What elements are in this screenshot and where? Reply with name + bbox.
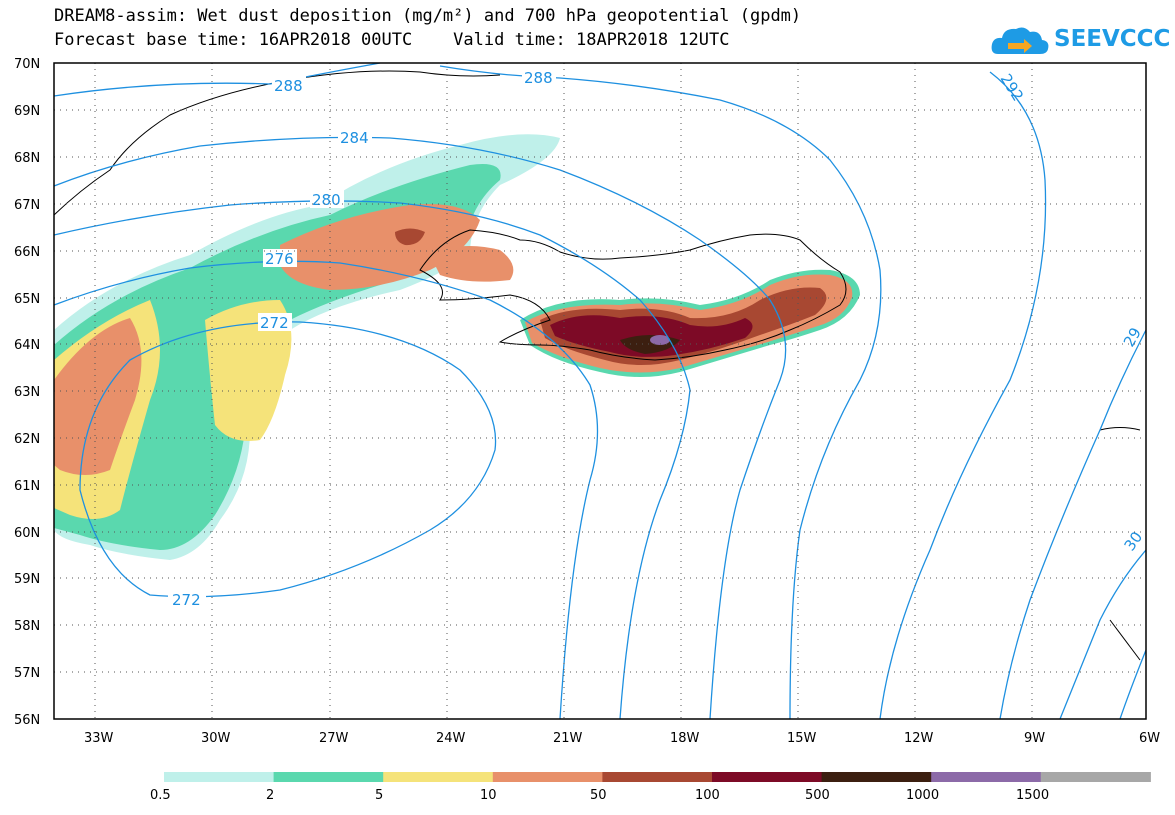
- lat-label: 67N: [14, 198, 40, 213]
- map-title-line-1: DREAM8-assim: Wet dust deposition (mg/m²…: [54, 6, 802, 26]
- colorbar-tick: 2: [266, 788, 275, 803]
- colorbar-tick: 0.5: [150, 788, 171, 803]
- contour-label: 272: [172, 591, 201, 609]
- lat-label: 70N: [14, 57, 40, 72]
- colorbar-swatch: [164, 772, 275, 782]
- lat-label: 65N: [14, 292, 40, 307]
- map-title-line-2: Forecast base time: 16APR2018 00UTC Vali…: [54, 30, 730, 50]
- lat-label: 69N: [14, 104, 40, 119]
- lon-label: 15W: [787, 731, 817, 746]
- colorbar-swatch: [821, 772, 932, 782]
- colorbar-swatch: [273, 772, 384, 782]
- lon-label: 12W: [904, 731, 934, 746]
- lat-label: 58N: [14, 619, 40, 634]
- colorbar: [164, 772, 1151, 782]
- colorbar-swatch: [492, 772, 603, 782]
- lat-label: 66N: [14, 245, 40, 260]
- lat-label: 57N: [14, 666, 40, 681]
- lat-label: 62N: [14, 432, 40, 447]
- cloud-arrow-icon: [991, 27, 1049, 54]
- colorbar-swatch: [1040, 772, 1151, 782]
- lon-label: 18W: [670, 731, 700, 746]
- longitude-labels: 33W 30W 27W 24W 21W 18W 15W 12W 9W 6W: [84, 731, 1160, 746]
- lat-label: 60N: [14, 526, 40, 541]
- colorbar-swatch: [931, 772, 1042, 782]
- lon-label: 9W: [1024, 731, 1045, 746]
- lat-label: 68N: [14, 151, 40, 166]
- lon-label: 27W: [319, 731, 349, 746]
- lat-label: 64N: [14, 338, 40, 353]
- lon-label: 24W: [436, 731, 466, 746]
- contour-label: 288: [524, 69, 553, 87]
- geopotential-contours: [53, 62, 1147, 720]
- colorbar-tick: 1000: [906, 788, 940, 803]
- logo-text: SEEVCCC: [1054, 26, 1171, 52]
- contour-label: 272: [260, 314, 289, 332]
- lon-label: 33W: [84, 731, 114, 746]
- lat-label: 63N: [14, 385, 40, 400]
- lon-label: 30W: [201, 731, 231, 746]
- lat-label: 59N: [14, 572, 40, 587]
- lon-label: 21W: [553, 731, 583, 746]
- colorbar-tick: 1500: [1016, 788, 1050, 803]
- colorbar-tick: 500: [805, 788, 830, 803]
- colorbar-tick: 100: [695, 788, 720, 803]
- colorbar-tick: 5: [375, 788, 384, 803]
- lat-label: 61N: [14, 479, 40, 494]
- contour-label: 280: [312, 191, 341, 209]
- map-frame: [53, 62, 1147, 720]
- graticule: [54, 63, 1146, 719]
- lat-label: 56N: [14, 713, 40, 728]
- latitude-labels: 70N 69N 68N 67N 66N 65N 64N 63N 62N 61N …: [14, 57, 40, 728]
- colorbar-swatch: [712, 772, 823, 782]
- coastlines: [53, 70, 1141, 661]
- contour-label: 284: [340, 129, 369, 147]
- colorbar-tick: 10: [480, 788, 497, 803]
- contour-label: 288: [274, 77, 303, 95]
- colorbar-swatch: [383, 772, 494, 782]
- colorbar-swatch: [602, 772, 713, 782]
- contour-label: 276: [265, 250, 294, 268]
- colorbar-tick: 50: [590, 788, 607, 803]
- lon-label: 6W: [1139, 731, 1160, 746]
